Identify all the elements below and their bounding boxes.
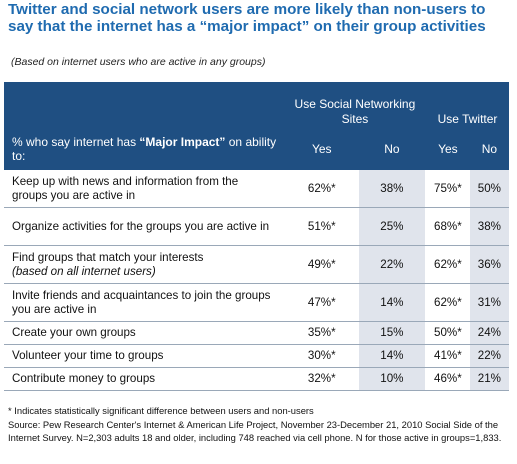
lead-suffix: on ability to:	[12, 134, 277, 163]
row-label: Contribute money to groups	[4, 367, 285, 391]
cell-sns-no: 15%	[358, 321, 426, 345]
cell-sns-no: 22%	[358, 245, 426, 284]
row-label: Find groups that match your interests (ba…	[4, 245, 285, 284]
cell-twitter-no: 22%	[469, 344, 509, 368]
header-social-networking: Use Social Networking Sites	[284, 82, 426, 127]
figure-subtitle: (Based on internet users who are active …	[11, 56, 266, 68]
column-gap	[425, 321, 427, 345]
cell-sns-yes: 35%*	[284, 321, 359, 345]
cell-twitter-yes: 41%*	[426, 344, 470, 368]
cell-sns-yes: 47%*	[284, 283, 359, 322]
cell-twitter-yes: 62%*	[426, 245, 470, 284]
column-gap	[425, 283, 427, 322]
cell-sns-no: 10%	[358, 367, 426, 391]
table-row: Volunteer your time to groups 30%* 14% 41%*…	[4, 344, 509, 368]
row-label-text: Keep up with news and information from t…	[12, 174, 239, 202]
col-twitter-no: No	[469, 127, 509, 170]
column-gap	[425, 367, 427, 391]
column-gap	[425, 245, 427, 284]
cell-sns-yes: 51%*	[284, 207, 359, 246]
row-label-text: Create your own groups	[12, 326, 136, 339]
row-label-qualifier: (based on all internet users)	[12, 264, 156, 278]
cell-twitter-no: 21%	[469, 367, 509, 391]
column-header-row: % who say internet has “Major Impact” on…	[4, 127, 509, 170]
source-note: Source: Pew Research Center's Internet &…	[8, 419, 502, 443]
lead-question: % who say internet has “Major Impact” on…	[4, 127, 285, 170]
row-label-text: Invite friends and acquaintances to join…	[12, 288, 271, 316]
table-row: Organize activities for the groups you a…	[4, 207, 509, 246]
cell-twitter-no: 24%	[469, 321, 509, 345]
col-twitter-yes: Yes	[426, 127, 470, 170]
row-label-text: Contribute money to groups	[12, 372, 156, 385]
row-label: Volunteer your time to groups	[4, 344, 285, 368]
cell-sns-yes: 62%*	[284, 170, 359, 208]
cell-twitter-yes: 62%*	[426, 283, 470, 322]
cell-twitter-yes: 75%*	[426, 170, 470, 208]
column-gap	[425, 207, 427, 246]
cell-twitter-yes: 46%*	[426, 367, 470, 391]
header-gap	[425, 82, 427, 127]
group-header-row: Use Social Networking Sites Use Twitter	[4, 82, 509, 127]
table-row: Contribute money to groups 32%* 10% 46%* 21%	[4, 367, 509, 391]
header-gap	[425, 127, 427, 170]
column-gap	[425, 170, 427, 208]
row-label: Keep up with news and information from t…	[4, 170, 285, 208]
figure-title: Twitter and social network users are mor…	[8, 1, 486, 35]
table-row: Invite friends and acquaintances to join…	[4, 283, 509, 322]
cell-sns-no: 14%	[358, 344, 426, 368]
cell-sns-yes: 32%*	[284, 367, 359, 391]
row-label-text: Volunteer your time to groups	[12, 349, 164, 362]
survey-table: Use Social Networking Sites Use Twitter …	[4, 82, 509, 391]
cell-sns-no: 14%	[358, 283, 426, 322]
cell-sns-yes: 30%*	[284, 344, 359, 368]
header-twitter: Use Twitter	[426, 82, 509, 127]
header-blank-cell	[4, 82, 285, 127]
table-row: Find groups that match your interests (ba…	[4, 245, 509, 284]
significance-note: * Indicates statistically significant di…	[8, 405, 314, 416]
row-label: Invite friends and acquaintances to join…	[4, 283, 285, 322]
lead-prefix: % who say internet has	[12, 134, 140, 149]
col-sns-yes: Yes	[284, 127, 359, 170]
cell-sns-no: 38%	[358, 170, 426, 208]
column-gap	[425, 344, 427, 368]
row-label: Create your own groups	[4, 321, 285, 345]
cell-twitter-yes: 50%*	[426, 321, 470, 345]
cell-sns-yes: 49%*	[284, 245, 359, 284]
cell-twitter-yes: 68%*	[426, 207, 470, 246]
footnotes: * Indicates statistically significant di…	[8, 404, 513, 444]
cell-twitter-no: 50%	[469, 170, 509, 208]
cell-sns-no: 25%	[358, 207, 426, 246]
cell-twitter-no: 36%	[469, 245, 509, 284]
row-label: Organize activities for the groups you a…	[4, 207, 285, 246]
row-label-text: Organize activities for the groups you a…	[12, 219, 270, 233]
table-body: Keep up with news and information from t…	[4, 170, 509, 391]
table-row: Keep up with news and information from t…	[4, 170, 509, 208]
col-sns-no: No	[358, 127, 426, 170]
cell-twitter-no: 31%	[469, 283, 509, 322]
row-label-text: Find groups that match your interests	[12, 250, 204, 264]
cell-twitter-no: 38%	[469, 207, 509, 246]
table-row: Create your own groups 35%* 15% 50%* 24%	[4, 321, 509, 345]
lead-bold: “Major Impact”	[139, 134, 226, 149]
